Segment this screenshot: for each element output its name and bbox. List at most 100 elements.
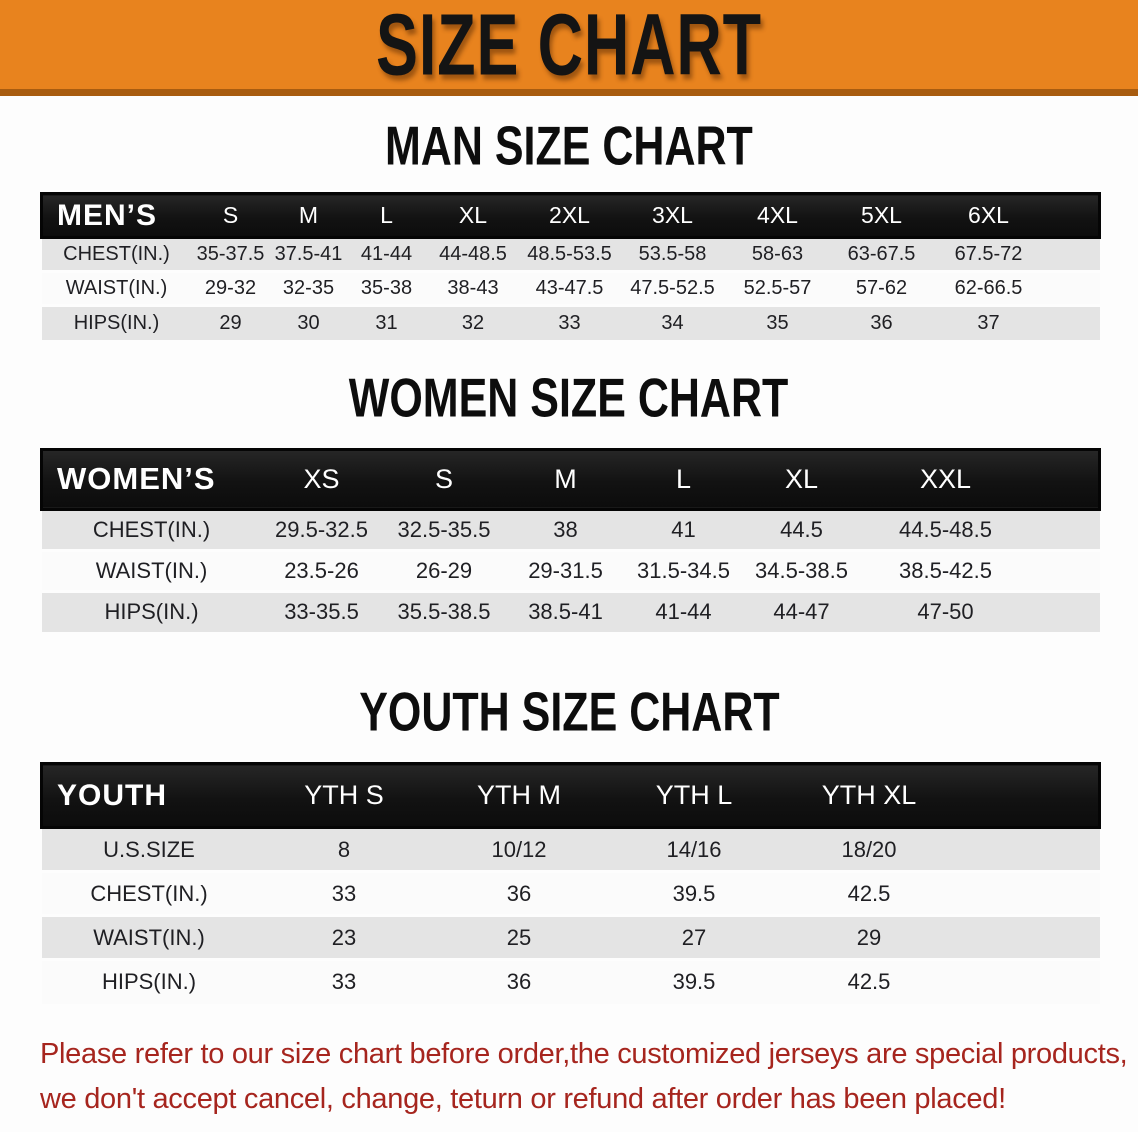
men-size-column-header: S bbox=[191, 192, 270, 239]
women-size-column-header: XS bbox=[261, 447, 382, 511]
youth-row-spacer bbox=[956, 826, 1100, 872]
women-size-value-cell: 31.5-34.5 bbox=[624, 548, 743, 591]
youth-measure-row-label: WAIST(IN.) bbox=[41, 914, 257, 960]
women-size-value-cell: 29-31.5 bbox=[506, 548, 625, 591]
men-measure-row-label: CHEST(IN.) bbox=[41, 236, 192, 272]
youth-size-value-cell: 23 bbox=[256, 914, 432, 960]
youth-size-value-cell: 18/20 bbox=[781, 826, 957, 872]
men-size-value-cell: 32 bbox=[425, 304, 521, 340]
youth-size-value-cell: 33 bbox=[256, 870, 432, 916]
youth-size-value-cell: 42.5 bbox=[781, 870, 957, 916]
youth-row-spacer bbox=[956, 914, 1100, 960]
disclaimer-note: Please refer to our size chart before or… bbox=[40, 1032, 1138, 1122]
women-row-spacer bbox=[1030, 589, 1100, 632]
youth-size-column-header: YTH L bbox=[606, 762, 782, 829]
men-size-value-cell: 29 bbox=[191, 304, 270, 340]
youth-size-value-cell: 42.5 bbox=[781, 958, 957, 1004]
men-size-value-cell: 33 bbox=[520, 304, 619, 340]
youth-row-spacer bbox=[956, 870, 1100, 916]
youth-measure-row: HIPS(IN.) 33 36 39.5 42.5 bbox=[41, 958, 1100, 1004]
men-size-value-cell: 47.5-52.5 bbox=[618, 270, 727, 306]
men-size-value-cell: 36 bbox=[828, 304, 935, 340]
youth-header-row: YOUTH YTH S YTH M YTH L YTH XL bbox=[40, 762, 1101, 829]
youth-measure-row-label: CHEST(IN.) bbox=[41, 870, 257, 916]
youth-size-column-header: YTH XL bbox=[781, 762, 957, 829]
men-size-value-cell: 48.5-53.5 bbox=[520, 236, 619, 272]
youth-size-value-cell: 39.5 bbox=[606, 870, 782, 916]
banner-title: SIZE CHART bbox=[376, 0, 762, 94]
women-size-value-cell: 33-35.5 bbox=[261, 589, 382, 632]
men-header-spacer bbox=[1042, 192, 1101, 239]
men-row-spacer bbox=[1042, 304, 1100, 340]
youth-size-value-cell: 36 bbox=[431, 958, 607, 1004]
women-header-row: WOMEN’S XS S M L XL XXL bbox=[40, 447, 1101, 511]
men-size-value-cell: 41-44 bbox=[347, 236, 426, 272]
youth-measure-row: CHEST(IN.) 33 36 39.5 42.5 bbox=[41, 870, 1100, 916]
men-size-value-cell: 44-48.5 bbox=[425, 236, 521, 272]
youth-size-value-cell: 14/16 bbox=[606, 826, 782, 872]
youth-size-value-cell: 33 bbox=[256, 958, 432, 1004]
youth-size-column-header: YTH M bbox=[431, 762, 607, 829]
women-size-value-cell: 38.5-41 bbox=[506, 589, 625, 632]
men-measure-row: WAIST(IN.) 29-32 32-35 35-38 38-43 43-47.5 47.… bbox=[41, 270, 1100, 306]
men-size-value-cell: 38-43 bbox=[425, 270, 521, 306]
women-size-table: WOMEN’S XS S M L XL XXL CHEST(IN.) 29.5-32.5 32.5… bbox=[40, 447, 1101, 632]
youth-size-table: YOUTH YTH S YTH M YTH L YTH XL U.S.SIZE 8 10/12… bbox=[40, 762, 1101, 1004]
men-section-title: MAN SIZE CHART bbox=[0, 115, 1138, 177]
men-row-spacer bbox=[1042, 270, 1100, 306]
disclaimer-line-1: Please refer to our size chart before or… bbox=[40, 1037, 1128, 1070]
women-size-column-header: L bbox=[624, 447, 743, 511]
men-size-value-cell: 29-32 bbox=[191, 270, 270, 306]
men-size-column-header: 5XL bbox=[828, 192, 935, 239]
youth-section-title-text: YOUTH SIZE CHART bbox=[358, 681, 780, 743]
men-measure-row: HIPS(IN.) 29 30 31 32 33 34 35 36 37 bbox=[41, 304, 1100, 340]
women-measure-row: HIPS(IN.) 33-35.5 35.5-38.5 38.5-41 41-44 44-… bbox=[41, 589, 1100, 632]
disclaimer-line-2: we don't accept cancel, change, teturn o… bbox=[40, 1082, 1006, 1115]
men-group-label: MEN’S bbox=[40, 192, 192, 239]
women-size-column-header: S bbox=[381, 447, 507, 511]
men-row-spacer bbox=[1042, 236, 1100, 272]
women-measure-row-label: WAIST(IN.) bbox=[41, 548, 262, 591]
women-size-value-cell: 44.5 bbox=[742, 507, 861, 550]
youth-size-value-cell: 27 bbox=[606, 914, 782, 960]
men-size-value-cell: 53.5-58 bbox=[618, 236, 727, 272]
men-size-value-cell: 57-62 bbox=[828, 270, 935, 306]
men-size-value-cell: 63-67.5 bbox=[828, 236, 935, 272]
women-measure-row-label: HIPS(IN.) bbox=[41, 589, 262, 632]
men-size-value-cell: 37.5-41 bbox=[269, 236, 348, 272]
youth-row-spacer bbox=[956, 958, 1100, 1004]
men-measure-row-label: HIPS(IN.) bbox=[41, 304, 192, 340]
women-section-title-text: WOMEN SIZE CHART bbox=[349, 366, 789, 429]
youth-measure-row-label: HIPS(IN.) bbox=[41, 958, 257, 1004]
men-size-value-cell: 35 bbox=[726, 304, 829, 340]
women-row-spacer bbox=[1030, 548, 1100, 591]
women-header-spacer bbox=[1030, 447, 1101, 511]
youth-size-value-cell: 39.5 bbox=[606, 958, 782, 1004]
men-size-column-header: 4XL bbox=[726, 192, 829, 239]
youth-size-value-cell: 36 bbox=[431, 870, 607, 916]
men-size-column-header: M bbox=[269, 192, 348, 239]
women-size-value-cell: 29.5-32.5 bbox=[261, 507, 382, 550]
men-size-column-header: 2XL bbox=[520, 192, 619, 239]
youth-header-spacer bbox=[956, 762, 1101, 829]
men-size-value-cell: 30 bbox=[269, 304, 348, 340]
men-size-value-cell: 52.5-57 bbox=[726, 270, 829, 306]
youth-size-value-cell: 10/12 bbox=[431, 826, 607, 872]
men-size-value-cell: 67.5-72 bbox=[934, 236, 1043, 272]
men-size-column-header: XL bbox=[425, 192, 521, 239]
women-measure-row: CHEST(IN.) 29.5-32.5 32.5-35.5 38 41 44.5 44.5… bbox=[41, 507, 1100, 550]
women-size-value-cell: 44.5-48.5 bbox=[860, 507, 1031, 550]
banner: SIZE CHART bbox=[0, 0, 1138, 96]
men-size-value-cell: 34 bbox=[618, 304, 727, 340]
youth-group-label: YOUTH bbox=[40, 762, 257, 829]
men-size-value-cell: 31 bbox=[347, 304, 426, 340]
women-size-value-cell: 38 bbox=[506, 507, 625, 550]
men-size-value-cell: 62-66.5 bbox=[934, 270, 1043, 306]
men-section-title-text: MAN SIZE CHART bbox=[385, 115, 753, 177]
men-size-value-cell: 32-35 bbox=[269, 270, 348, 306]
men-size-table: MEN’S S M L XL 2XL 3XL 4XL 5XL 6XL CHEST(IN.) 35-37… bbox=[40, 192, 1101, 340]
youth-size-value-cell: 8 bbox=[256, 826, 432, 872]
men-size-column-header: 6XL bbox=[934, 192, 1043, 239]
women-section-title: WOMEN SIZE CHART bbox=[0, 366, 1138, 429]
